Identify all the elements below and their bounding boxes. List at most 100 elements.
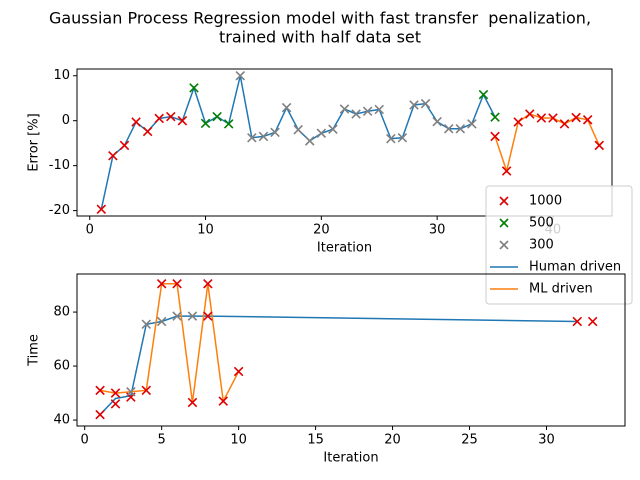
marker — [571, 112, 581, 123]
marker-stroke — [189, 83, 199, 93]
marker — [467, 119, 477, 129]
marker-stroke — [328, 124, 338, 135]
marker-stroke — [177, 115, 188, 126]
marker — [420, 98, 431, 109]
marker-stroke — [351, 109, 361, 119]
marker — [490, 131, 500, 142]
marker — [141, 319, 152, 329]
marker — [189, 83, 199, 93]
y-tick-label: 80 — [53, 305, 70, 320]
marker-stroke — [110, 388, 121, 398]
marker-stroke — [141, 385, 152, 396]
marker — [247, 133, 257, 143]
marker-stroke — [218, 396, 229, 406]
x-tick-label: 0 — [86, 223, 94, 238]
marker-stroke — [443, 124, 454, 134]
marker-stroke — [455, 124, 466, 134]
marker-stroke — [339, 104, 350, 114]
marker — [386, 133, 396, 144]
marker — [293, 124, 303, 135]
legend-label: 500 — [529, 216, 554, 231]
marker-stroke — [154, 113, 164, 124]
marker — [374, 104, 385, 115]
marker-stroke — [203, 311, 213, 321]
marker-stroke — [156, 278, 167, 289]
marker — [96, 204, 107, 215]
marker-stroke — [409, 100, 419, 110]
y-tick-label: 60 — [53, 359, 70, 374]
marker — [119, 140, 130, 151]
x-tick-label: 5 — [158, 433, 166, 448]
marker-stroke — [478, 89, 489, 100]
legend-swatch — [499, 240, 509, 250]
marker — [490, 112, 500, 122]
marker — [304, 136, 315, 146]
marker-stroke — [316, 128, 327, 139]
marker-stroke — [572, 316, 583, 327]
marker-stroke — [95, 385, 105, 396]
y-tick-label: 40 — [53, 413, 70, 428]
marker-stroke — [131, 117, 141, 127]
marker — [156, 278, 167, 289]
marker-stroke — [582, 115, 593, 125]
marker — [131, 117, 141, 127]
axes-frame — [76, 273, 626, 427]
marker — [203, 311, 213, 321]
y-tick-label: -20 — [49, 203, 70, 218]
marker — [187, 397, 198, 408]
marker-stroke — [172, 311, 182, 321]
x-tick-label: 20 — [313, 223, 330, 238]
marker-stroke — [108, 150, 118, 161]
marker — [513, 117, 523, 127]
marker — [409, 100, 419, 110]
marker — [172, 278, 182, 289]
marker-stroke — [432, 116, 442, 127]
marker — [536, 113, 547, 123]
marker-stroke — [374, 104, 385, 115]
plot-area — [96, 70, 605, 215]
marker-stroke — [397, 133, 408, 143]
axes-frame — [76, 68, 613, 217]
x-tick-label: 10 — [197, 223, 214, 238]
marker — [172, 311, 182, 321]
marker — [328, 124, 338, 135]
marker-stroke — [110, 399, 121, 409]
marker-stroke — [187, 311, 198, 321]
marker-stroke — [513, 117, 523, 127]
legend-swatch — [499, 196, 509, 206]
marker — [316, 128, 327, 139]
data-line — [494, 113, 600, 174]
marker-stroke — [166, 111, 176, 122]
marker-stroke — [501, 166, 512, 176]
marker — [559, 119, 570, 129]
legend-label: 1000 — [529, 194, 562, 209]
marker-stroke — [203, 278, 213, 289]
y-tick-label: 0 — [62, 113, 70, 128]
marker — [223, 119, 234, 129]
marker — [141, 385, 152, 396]
legend: 1000 500 300 Human driven ML driven — [485, 185, 633, 305]
marker — [95, 409, 105, 420]
marker — [587, 316, 598, 327]
marker-stroke — [490, 112, 500, 122]
plot-area — [95, 278, 598, 420]
chart-title: trained with half data set — [219, 28, 421, 47]
legend-stroke — [499, 218, 509, 228]
marker-stroke — [96, 204, 107, 215]
marker-stroke — [247, 133, 257, 143]
legend-stroke — [499, 196, 509, 206]
marker — [156, 316, 167, 327]
y-axis-label: Error [%] — [27, 113, 42, 171]
marker-stroke — [235, 70, 246, 81]
marker-stroke — [200, 118, 211, 129]
x-tick-label: 15 — [307, 433, 324, 448]
marker — [258, 131, 269, 142]
y-axis-label: Time — [27, 334, 42, 367]
marker — [432, 116, 442, 127]
data-line — [99, 282, 240, 404]
marker — [594, 140, 605, 151]
marker-stroke — [258, 131, 269, 142]
marker — [212, 111, 222, 122]
marker-stroke — [420, 98, 431, 109]
